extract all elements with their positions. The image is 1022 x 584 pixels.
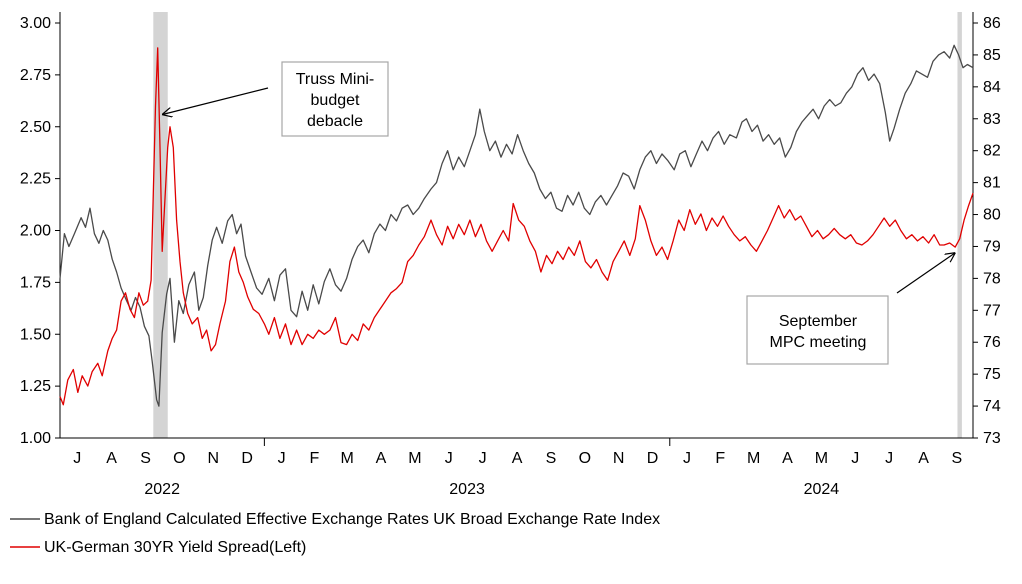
x-year-label: 2022 — [144, 481, 180, 498]
y-left-tick-label: 1.00 — [20, 430, 51, 447]
y-right-tick-label: 73 — [983, 430, 1001, 447]
y-right-tick-label: 74 — [983, 398, 1001, 415]
annotation-box-truss — [281, 61, 389, 137]
annotation-text-truss: Truss Mini- — [296, 71, 375, 88]
x-month-label: J — [683, 450, 691, 467]
x-year-label: 2024 — [804, 481, 840, 498]
x-month-label: D — [647, 450, 659, 467]
legend-label: UK-German 30YR Yield Spread(Left) — [44, 539, 306, 556]
legend-label: Bank of England Calculated Effective Exc… — [44, 511, 660, 528]
x-year-label: 2023 — [449, 481, 485, 498]
shaded-period-2 — [957, 12, 962, 438]
x-month-label: A — [512, 450, 523, 467]
x-month-label: N — [613, 450, 625, 467]
x-month-label: M — [815, 450, 828, 467]
x-month-label: D — [241, 450, 253, 467]
y-right-tick-label: 76 — [983, 334, 1001, 351]
x-month-label: S — [140, 450, 151, 467]
x-month-label: O — [173, 450, 185, 467]
annotation-arrow-mpc — [896, 253, 955, 294]
x-month-label: J — [445, 450, 453, 467]
y-right-tick-label: 82 — [983, 143, 1001, 160]
x-month-label: A — [918, 450, 929, 467]
x-month-label: A — [782, 450, 793, 467]
y-right-tick-label: 83 — [983, 111, 1001, 128]
y-right-tick-label: 86 — [983, 15, 1001, 32]
shaded-period-1 — [153, 12, 168, 438]
x-month-label: S — [952, 450, 963, 467]
x-month-label: M — [408, 450, 421, 467]
chart-annotations: Truss Mini-budget debacle September MPC mee… — [163, 61, 955, 365]
series-line-uk-german-spread — [59, 47, 974, 406]
annotation-text-mpc: MPC meeting — [770, 334, 867, 351]
x-month-label: A — [376, 450, 387, 467]
y-left-tick-label: 2.25 — [20, 171, 51, 188]
y-right-tick-label: 75 — [983, 366, 1001, 383]
chart-series — [59, 44, 974, 407]
chart-legend: Bank of England Calculated Effective Exc… — [10, 511, 660, 556]
x-month-label: F — [309, 450, 319, 467]
x-month-label: A — [106, 450, 117, 467]
chart-axes: 1.00 1.25 1.50 1.75 2.00 2.25 2.50 2.75 3.00 73 74… — [20, 12, 1001, 498]
y-right-tick-label: 79 — [983, 238, 1001, 255]
y-right-tick-label: 85 — [983, 47, 1001, 64]
y-right-tick-label: 78 — [983, 270, 1001, 287]
y-right-tick-label: 84 — [983, 79, 1001, 96]
y-left-tick-label: 2.75 — [20, 67, 51, 84]
x-month-label: J — [73, 450, 81, 467]
annotation-arrow-truss — [163, 87, 269, 114]
annotation-box-mpc — [746, 295, 889, 365]
x-month-label: J — [278, 450, 286, 467]
annotation-text-truss: budget — [311, 92, 360, 109]
x-month-label: M — [340, 450, 353, 467]
x-month-label: S — [546, 450, 557, 467]
y-right-tick-label: 80 — [983, 207, 1001, 224]
x-month-label: O — [579, 450, 591, 467]
x-month-label: M — [747, 450, 760, 467]
annotation-text-mpc: September — [779, 313, 858, 330]
x-month-label: J — [479, 450, 487, 467]
y-left-tick-label: 1.75 — [20, 274, 51, 291]
y-left-tick-label: 1.25 — [20, 378, 51, 395]
annotation-text-truss: debacle — [307, 113, 363, 130]
y-right-tick-label: 77 — [983, 302, 1001, 319]
x-month-label: J — [851, 450, 859, 467]
y-left-tick-label: 1.50 — [20, 326, 51, 343]
shaded-periods — [153, 12, 962, 438]
y-left-tick-label: 2.50 — [20, 119, 51, 136]
series-line-boe-eer-index — [59, 44, 974, 407]
x-month-label: N — [207, 450, 219, 467]
y-left-tick-label: 3.00 — [20, 15, 51, 32]
x-month-label: F — [715, 450, 725, 467]
x-month-label: J — [885, 450, 893, 467]
y-right-tick-label: 81 — [983, 175, 1001, 192]
y-left-tick-label: 2.00 — [20, 223, 51, 240]
